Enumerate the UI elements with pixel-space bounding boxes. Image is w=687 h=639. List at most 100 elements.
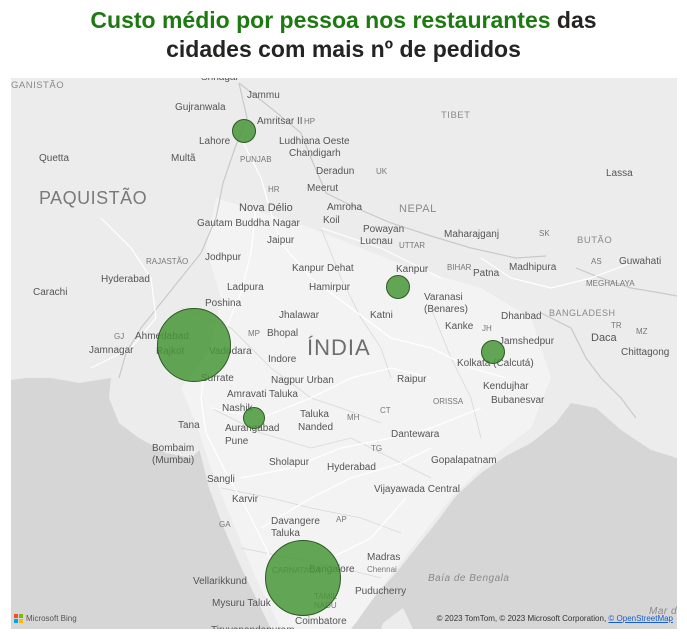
map-label-sholapur: Sholapur — [269, 457, 310, 468]
border-bangladesh-2 — [540, 312, 637, 419]
bubble-amritsar[interactable] — [232, 119, 256, 143]
map-basemap — [11, 78, 677, 629]
map-label-afeganistao: GANISTÃO — [11, 80, 65, 91]
map-label-hyderabad-pk: Hyderabad — [101, 274, 150, 285]
map-label-guwahati: Guwahati — [619, 256, 662, 267]
map-label-madras: Madras — [367, 552, 401, 563]
map-label-karvir: Karvir — [232, 494, 259, 505]
map-label-bihar: BIHAR — [447, 263, 472, 272]
map-label-chennai: Chennai — [367, 565, 397, 574]
map-label-tg: TG — [371, 444, 383, 453]
map-label-katni: Katni — [370, 310, 393, 321]
map-label-davangere: Davangere — [271, 516, 320, 527]
map-label-bubanesvar: Bubanesvar — [491, 395, 545, 406]
map-label-butao: BUTÃO — [577, 235, 613, 246]
map-label-madhipura: Madhipura — [509, 262, 557, 273]
map-label-jaipur: Jaipur — [267, 235, 295, 246]
map-label-ludhiana: Ludhiana Oeste — [279, 136, 350, 147]
state-border — [220, 487, 402, 534]
road-line — [480, 257, 632, 289]
sri-lanka-shape — [381, 608, 413, 629]
map-label-mysuru: Mysuru Taluk — [212, 598, 271, 609]
map-visual[interactable]: GANISTÃO Srinagar Jammu Gujranwala Amrit… — [11, 78, 677, 629]
map-label-punjab: PUNJAB — [240, 155, 272, 164]
road-line — [260, 447, 432, 529]
map-label-maharajganj: Maharajganj — [444, 229, 500, 240]
map-label-jh: JH — [482, 324, 492, 333]
map-label-puducherry: Puducherry — [355, 586, 407, 597]
map-label-mar: Mar d — [649, 606, 677, 617]
map-label-daca: Daca — [591, 332, 617, 344]
chart-title: Custo médio por pessoa nos restaurantes … — [0, 6, 687, 64]
map-label-patna: Patna — [473, 268, 500, 279]
map-label-meerut: Meerut — [307, 183, 339, 194]
map-label-pune: Pune — [225, 436, 249, 447]
map-label-uk: UK — [376, 167, 388, 176]
bubble-lucknow[interactable] — [386, 275, 410, 299]
road-line — [240, 137, 507, 379]
map-label-chandigarh: Chandigarh — [289, 148, 341, 159]
map-label-nova-delhi: Nova Délio — [239, 202, 293, 214]
map-label-nagpur: Nagpur Urban — [271, 375, 334, 386]
map-label-tana: Tana — [178, 420, 200, 431]
microsoft-bing-logo: Microsoft Bing — [14, 614, 77, 623]
state-border — [430, 307, 482, 439]
map-label-paquistao: PAQUISTÃO — [39, 188, 148, 208]
map-label-dantewara: Dantewara — [391, 429, 440, 440]
map-label-benares: (Benares) — [424, 304, 468, 315]
map-label-jamshedpur: Jamshedpur — [499, 336, 555, 347]
map-label-orissa: ORISSA — [433, 397, 464, 406]
title-highlight: Custo médio por pessoa nos restaurantes — [90, 7, 551, 33]
map-label-sangli: Sangli — [207, 474, 235, 485]
bubble-ahmedabad[interactable] — [157, 308, 231, 382]
map-label-mh: MH — [347, 413, 360, 422]
map-label-uttar: UTTAR — [399, 241, 426, 250]
road-line — [90, 217, 157, 369]
map-label-ap: AP — [336, 515, 347, 524]
map-label-gj: GJ — [114, 332, 125, 341]
map-label-powayan: Powayan — [363, 224, 405, 235]
map-label-surrate: Surrate — [201, 373, 234, 384]
map-label-chittagong: Chittagong — [621, 347, 670, 358]
map-label-nepal: NEPAL — [399, 203, 437, 215]
border-india-nepal — [325, 192, 547, 259]
map-label-poshina: Poshina — [205, 298, 242, 309]
map-label-rajastao: RAJASTÃO — [146, 257, 189, 266]
map-label-kanpur: Kanpur — [396, 264, 429, 275]
title-rest: das — [550, 7, 597, 33]
map-label-jamnagar: Jamnagar — [89, 345, 134, 356]
map-label-hyderabad: Hyderabad — [327, 462, 376, 473]
map-label-amritsar: Amritsar II — [257, 116, 303, 127]
map-label-mp: MP — [248, 329, 260, 338]
map-label-bhopal: Bhopal — [267, 328, 299, 339]
openstreetmap-link[interactable]: © OpenStreetMap — [608, 614, 673, 623]
map-label-sk: SK — [539, 229, 550, 238]
bubble-pune[interactable] — [243, 407, 265, 429]
map-label-baia: Baía de Bengala — [428, 573, 510, 584]
map-label-kendujhar: Kendujhar — [483, 381, 529, 392]
map-label-amravati: Amravati Taluka — [227, 389, 298, 400]
map-label-bombaim: Bombaim — [152, 443, 195, 454]
road-line — [240, 407, 482, 479]
map-label-lucnau: Lucnau — [360, 236, 393, 247]
title-line2: cidades com mais nº de pedidos — [166, 36, 521, 62]
map-label-quetta: Quetta — [39, 153, 70, 164]
map-label-nanded: Nanded — [298, 422, 334, 433]
state-border — [320, 227, 392, 379]
map-label-jodhpur: Jodhpur — [205, 252, 242, 263]
map-label-tr: TR — [611, 321, 622, 330]
map-label-india: ÍNDIA — [307, 335, 371, 360]
map-label-tiruvanandapuram: Tiruvanandapuram — [211, 625, 295, 629]
india-highlight — [181, 198, 551, 629]
copyright-text: © 2023 TomTom, © 2023 Microsoft Corporat… — [436, 614, 607, 623]
map-label-ct: CT — [380, 406, 391, 415]
bubble-bangalore[interactable] — [265, 540, 341, 616]
map-label-tibet: TIBET — [441, 110, 471, 121]
map-label-gautam: Gautam Buddha Nagar — [197, 218, 300, 229]
map-label-vijayawada: Vijayawada Central — [374, 484, 460, 495]
map-label-lahore: Lahore — [199, 136, 231, 147]
map-label-gujranwala: Gujranwala — [175, 102, 226, 113]
map-label-bangladesh: BANGLADESH — [549, 308, 616, 318]
bubble-kolkata[interactable] — [481, 340, 505, 364]
map-label-amroha: Amroha — [327, 202, 363, 213]
